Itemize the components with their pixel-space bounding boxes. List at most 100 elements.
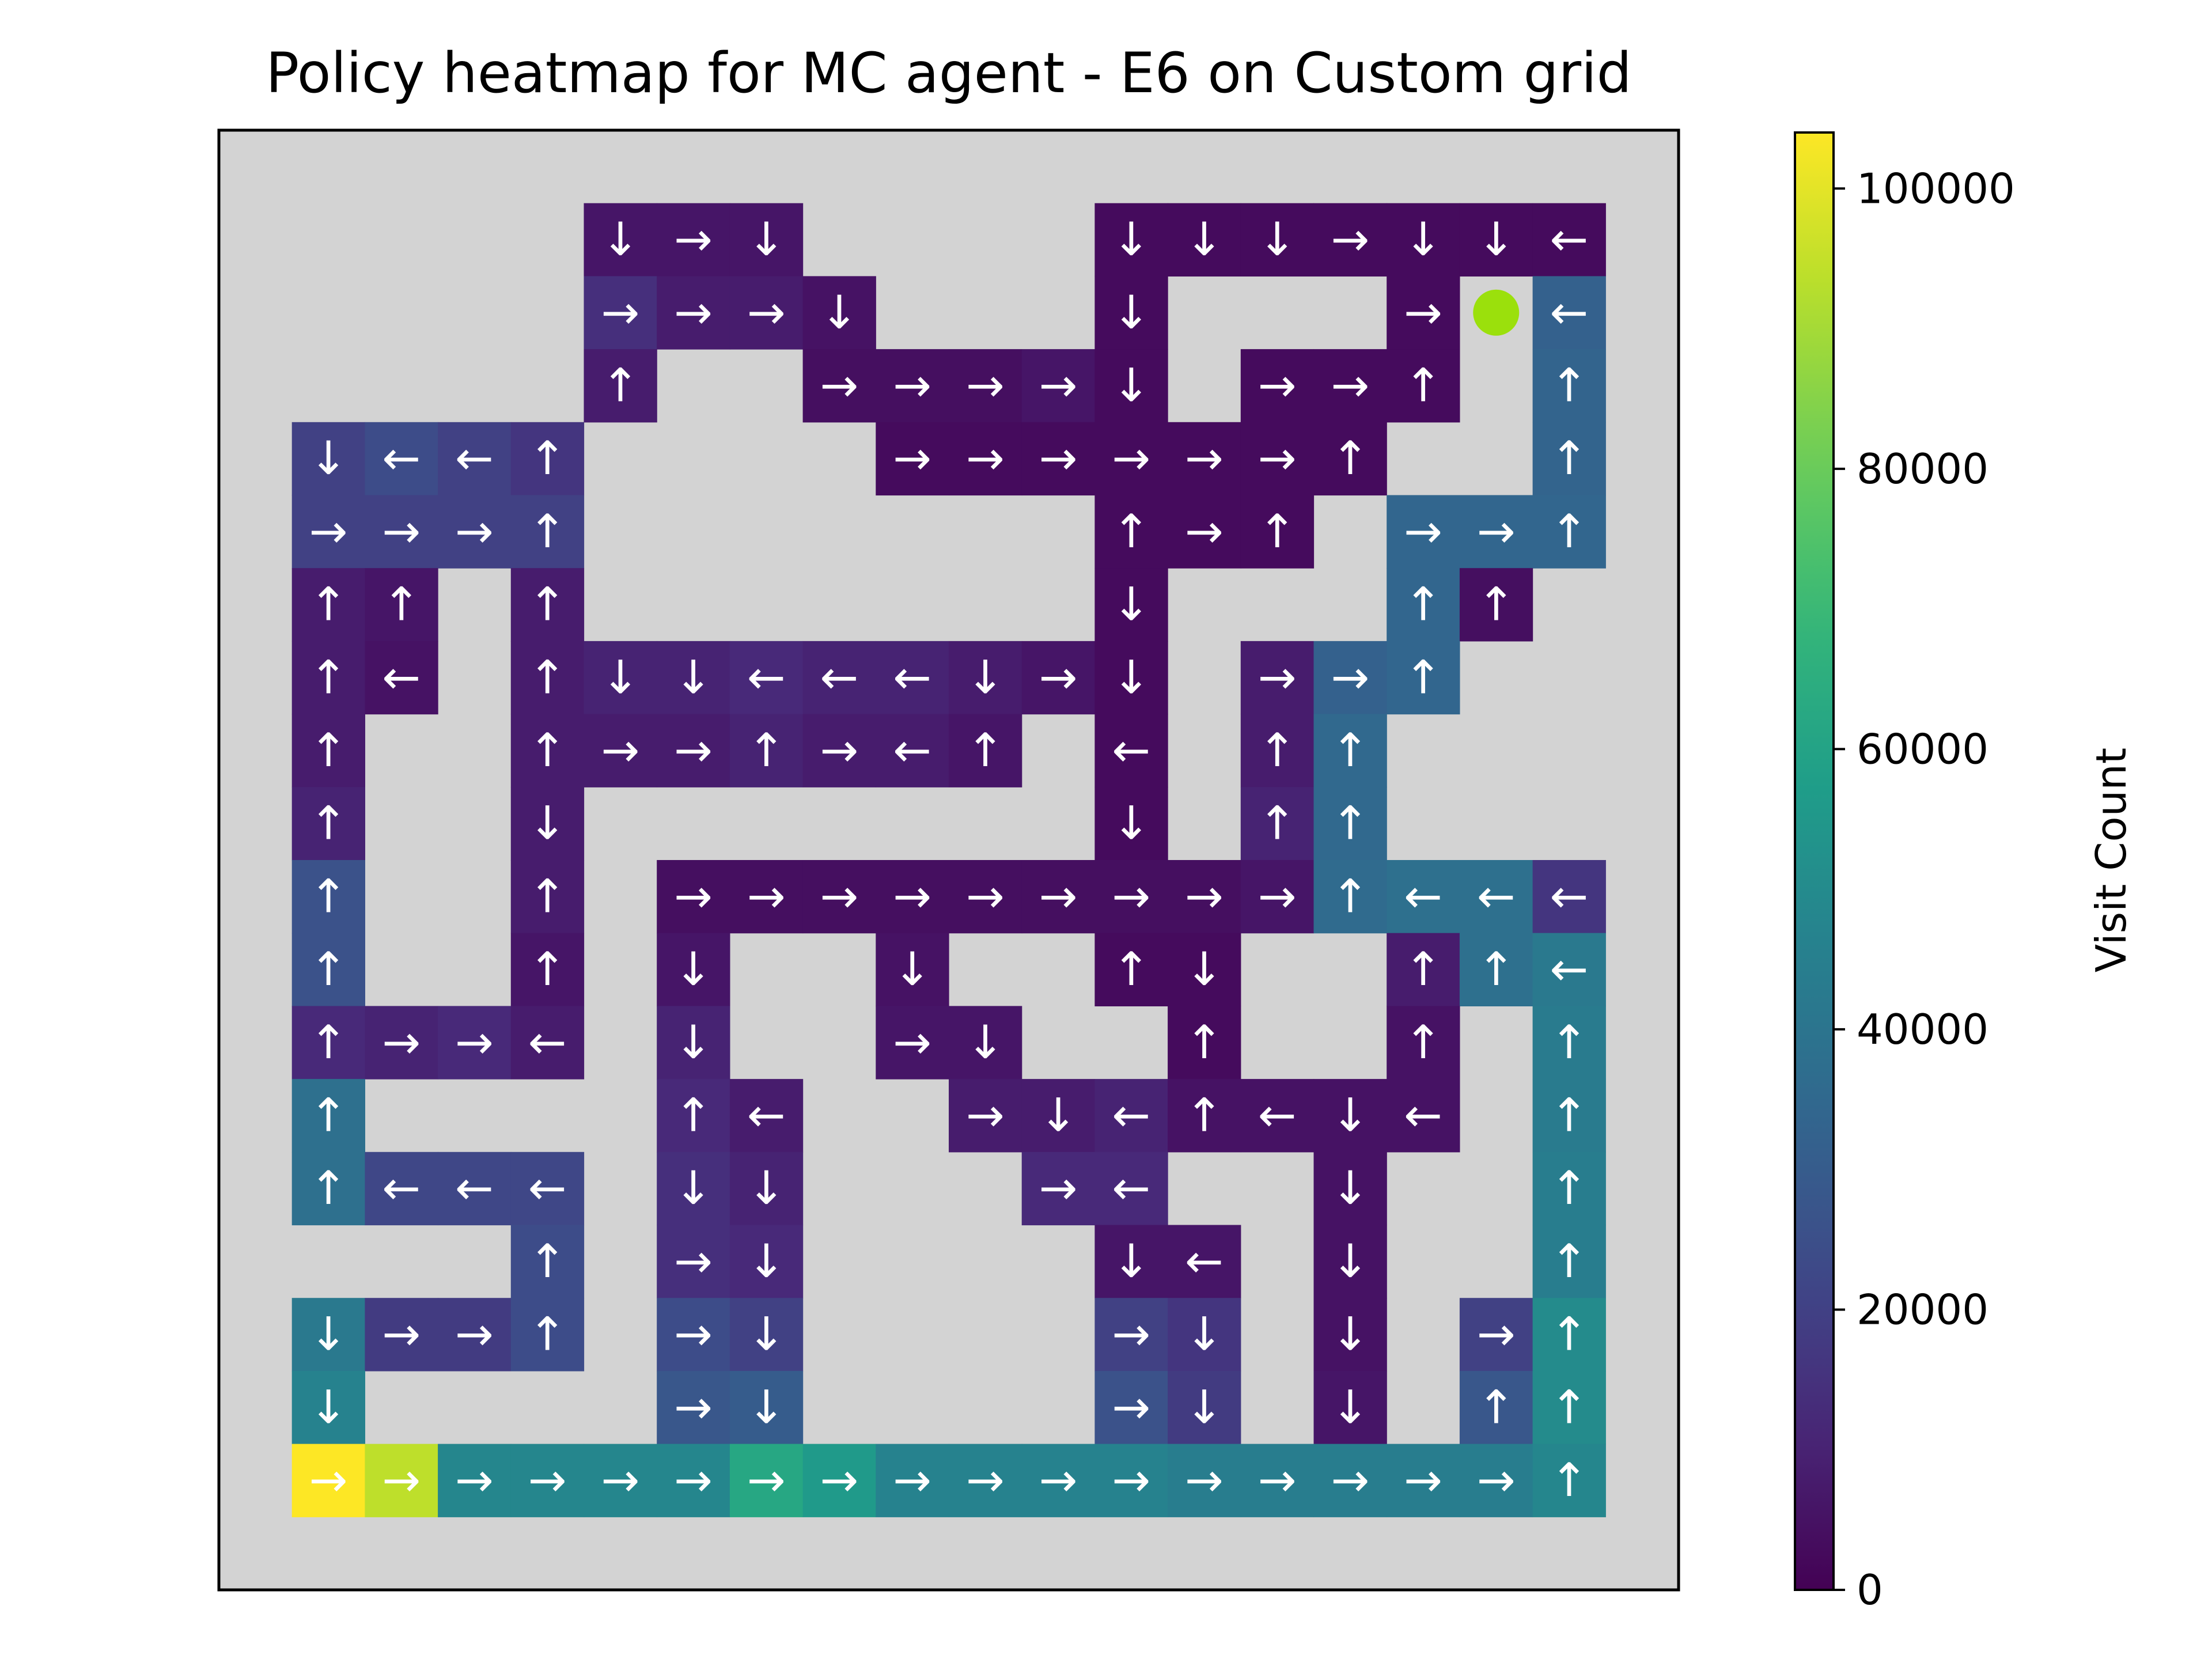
policy-arrow: →: [747, 869, 786, 923]
heatmap-cell: [876, 1444, 949, 1517]
heatmap-cell: [1094, 1444, 1168, 1517]
heatmap-cell: [438, 1006, 512, 1080]
heatmap-cell: [1168, 1225, 1241, 1298]
policy-arrow: ↑: [1477, 578, 1516, 631]
policy-arrow: ↓: [1112, 358, 1150, 412]
policy-arrow: ↑: [1550, 1308, 1588, 1361]
policy-arrow: →: [1112, 1380, 1150, 1434]
policy-arrow: →: [382, 1453, 421, 1507]
policy-arrow: ↑: [1550, 1380, 1588, 1434]
heatmap-cell: [1021, 641, 1095, 715]
heatmap-cell: [1094, 495, 1168, 569]
policy-arrow: ←: [1258, 1088, 1297, 1142]
heatmap-cell: [729, 641, 804, 715]
heatmap-cell: [729, 1444, 804, 1517]
policy-arrow: ↑: [747, 724, 786, 777]
heatmap-cell: [657, 1444, 730, 1517]
policy-arrow: ↓: [1331, 1380, 1369, 1434]
heatmap-cell: [291, 568, 365, 642]
policy-arrow: ↓: [1331, 1234, 1369, 1288]
policy-arrow: ↓: [747, 1161, 786, 1215]
heatmap-cell: [1532, 1370, 1606, 1445]
heatmap-cell: [1532, 1006, 1606, 1080]
heatmap-cell: [1094, 568, 1168, 642]
policy-arrow: ↓: [1185, 1380, 1224, 1434]
policy-arrow: →: [1039, 1453, 1078, 1507]
heatmap-cell: [584, 276, 657, 350]
heatmap-cell: [802, 349, 876, 423]
heatmap-cell: [657, 1152, 730, 1226]
policy-arrow: ↑: [1477, 942, 1516, 996]
heatmap-cell: [365, 1152, 438, 1226]
policy-arrow: ↓: [674, 942, 713, 996]
policy-arrow: ↓: [1112, 797, 1150, 850]
policy-arrow: ↑: [309, 724, 348, 777]
heatmap-cell: [291, 641, 365, 715]
heatmap-cell: [729, 860, 804, 934]
policy-arrow: ↑: [1331, 797, 1369, 850]
heatmap-cell: [1094, 422, 1168, 496]
heatmap-cell: [1094, 1079, 1168, 1153]
heatmap-cell: [291, 1370, 365, 1445]
policy-arrow: →: [455, 505, 494, 558]
policy-arrow: ↓: [1112, 1234, 1150, 1288]
heatmap-cell: [729, 1370, 804, 1445]
policy-arrow: →: [1331, 358, 1369, 412]
policy-arrow: ↑: [1550, 1088, 1588, 1142]
heatmap-cell: [1387, 1079, 1460, 1153]
policy-arrow: ↑: [1331, 724, 1369, 777]
heatmap-cell: [802, 860, 876, 934]
policy-arrow: ↓: [1258, 213, 1297, 266]
policy-arrow: ↓: [1185, 1308, 1224, 1361]
heatmap-cell: [1240, 203, 1315, 276]
heatmap-cell: [657, 1079, 730, 1153]
heatmap-cell: [510, 1444, 585, 1517]
heatmap-cell: [1532, 1225, 1606, 1298]
heatmap-cell: [1532, 203, 1606, 276]
heatmap-cell: [657, 933, 730, 1006]
chart-title: Policy heatmap for MC agent - E6 on Cust…: [266, 41, 1631, 105]
heatmap-cell: [1094, 933, 1168, 1006]
heatmap-cell: [1094, 1370, 1168, 1445]
policy-arrow: ↓: [1331, 1161, 1369, 1215]
heatmap-cell: [510, 422, 585, 496]
heatmap-cell: [1459, 495, 1533, 569]
heatmap-cell: [1532, 422, 1606, 496]
heatmap-cell: [365, 1298, 438, 1372]
policy-arrow: ↑: [674, 1088, 713, 1142]
policy-arrow: →: [820, 869, 858, 923]
policy-arrow: ↑: [1331, 869, 1369, 923]
heatmap-cell: [510, 787, 585, 861]
policy-arrow: ←: [528, 1161, 567, 1215]
heatmap-cell: [657, 714, 730, 787]
policy-arrow: →: [382, 1016, 421, 1069]
policy-arrow: ↑: [309, 942, 348, 996]
policy-arrow: ↑: [1550, 358, 1588, 412]
heatmap-cell: [510, 1298, 585, 1372]
heatmap-cell: [1240, 641, 1315, 715]
heatmap-cell: [1021, 1152, 1095, 1226]
policy-arrow: ←: [455, 1161, 494, 1215]
heatmap-cell: [657, 1298, 730, 1372]
heatmap-cell: [1459, 1370, 1533, 1445]
heatmap-cell: [1459, 1444, 1533, 1517]
policy-arrow: ↓: [1331, 1308, 1369, 1361]
heatmap-cell: [1313, 203, 1387, 276]
heatmap-cell: [1240, 495, 1315, 569]
heatmap-cell: [1313, 1079, 1387, 1153]
policy-arrow: ↑: [309, 578, 348, 631]
heatmap-cell: [438, 422, 512, 496]
heatmap-grid: ↓ → ↓ ↓ ↓ ↓ → ↓ ↓ ← → → → ↓ ↓ → ← ↑ → → → → ↓ → → ↑ ↑ ↓ ← ← ↑ → → → → → → ↑ ↑ →…: [219, 130, 1679, 1590]
heatmap-cell: [949, 1079, 1022, 1153]
policy-arrow: ↑: [528, 650, 567, 704]
policy-arrow: →: [674, 213, 713, 266]
policy-arrow: ↓: [1039, 1088, 1078, 1142]
policy-arrow: →: [1185, 431, 1224, 485]
policy-arrow: ↓: [1112, 286, 1150, 339]
heatmap-cell: [1532, 495, 1606, 569]
heatmap-cell: [438, 1152, 512, 1226]
heatmap-cell: [949, 1444, 1022, 1517]
policy-arrow: ←: [455, 431, 494, 485]
policy-arrow: ↓: [674, 1161, 713, 1215]
policy-arrow: →: [1477, 1308, 1516, 1361]
